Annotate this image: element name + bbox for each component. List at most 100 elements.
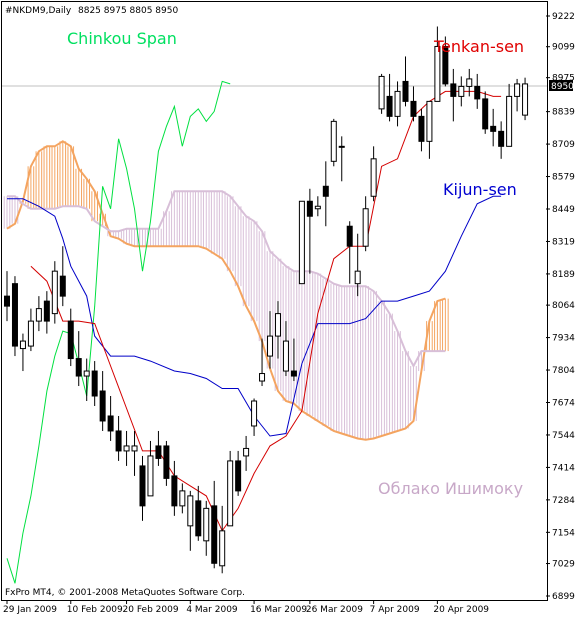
candle-body (386, 95, 393, 117)
x-tick-label: 20 Feb 2009 (123, 605, 179, 615)
candle-body (131, 445, 138, 452)
chinkou-span-label: Chinkou Span (67, 29, 177, 48)
y-tick-label: 8449 (552, 205, 575, 215)
candle-body (163, 445, 170, 479)
candle-body (43, 300, 50, 322)
x-tick-label: 16 Mar 2009 (250, 605, 307, 615)
candle-body (107, 415, 114, 432)
candle-body (99, 390, 106, 422)
candle-body (171, 475, 178, 507)
candle-body (51, 270, 58, 315)
last-price-tag (549, 80, 573, 91)
candle-body (219, 530, 226, 567)
candle-body (402, 80, 409, 102)
senkou-span-b-line (7, 190, 446, 369)
time-axis: 29 Jan 2009 10 Feb 2009 20 Feb 2009 4 Mar 2… (3, 600, 489, 615)
candle-body (514, 83, 521, 97)
candle-body (490, 125, 497, 132)
candle-body (458, 85, 465, 97)
y-tick-label: 7934 (552, 334, 575, 344)
y-tick-label: 8319 (552, 237, 575, 247)
candle-body (147, 455, 154, 497)
plot-frame (1, 1, 548, 601)
candle-body (370, 158, 377, 197)
candle-body (251, 400, 258, 427)
candle-body (67, 320, 74, 360)
x-tick-label: 10 Feb 2009 (67, 605, 123, 615)
y-tick-label: 6899 (552, 592, 575, 602)
candle-body (91, 370, 98, 397)
senkou-span-a-line (6, 140, 446, 441)
candle-body (290, 370, 297, 377)
candle-body (506, 95, 513, 147)
x-tick-label: 29 Jan 2009 (3, 605, 57, 615)
candle-body (75, 358, 82, 377)
candle-body (362, 208, 369, 247)
candle-body (298, 200, 305, 285)
y-tick-label: 8579 (552, 173, 575, 183)
y-tick-label: 7674 (552, 399, 575, 409)
candle-body (179, 490, 186, 507)
candle-body (11, 283, 18, 347)
candle-body (83, 370, 90, 377)
y-tick-label: 8975 (552, 74, 575, 84)
candle-body (426, 100, 433, 142)
y-tick-label: 7804 (552, 366, 575, 376)
candle-body (482, 98, 489, 130)
candle-body (418, 115, 425, 142)
candle-body (322, 185, 329, 197)
candle-body (498, 130, 505, 147)
candle-body (115, 430, 122, 452)
y-tick-label: 8839 (552, 108, 575, 118)
y-tick-label: 8709 (552, 140, 575, 150)
candle-body (123, 445, 130, 452)
candle-body (306, 200, 313, 217)
x-tick-label: 7 Apr 2009 (370, 605, 420, 615)
x-tick-label: 26 Mar 2009 (306, 605, 363, 615)
candle-body (59, 275, 66, 297)
x-tick-label: 20 Apr 2009 (433, 605, 489, 615)
candle-body (522, 83, 529, 116)
candle-body (466, 78, 473, 87)
candle-body (195, 500, 202, 537)
candle-body (259, 373, 266, 382)
candle-body (354, 270, 361, 285)
candle-body (410, 100, 417, 117)
candle-body (27, 320, 34, 347)
candle-body (19, 340, 26, 350)
ichimoku-cloud-label: Облако Ишимоку (378, 479, 523, 498)
candle-body (187, 495, 194, 527)
y-tick-label: 9222 (552, 12, 575, 22)
y-tick-label: 7029 (552, 560, 575, 570)
candle-body (346, 225, 353, 247)
candle-body (442, 45, 449, 85)
y-tick-label: 7284 (552, 496, 575, 506)
candle-body (211, 505, 218, 564)
symbol-label: #NKDM9,Daily (5, 6, 72, 16)
candle-body (434, 45, 441, 102)
ohlc-readout: 8825 8975 8805 8950 (78, 6, 178, 16)
candle-body (314, 205, 321, 210)
candle-body (155, 445, 162, 459)
y-tick-label: 7544 (552, 431, 575, 441)
y-tick-label: 9099 (552, 43, 575, 53)
candle-body (235, 460, 242, 492)
y-tick-label: 8064 (552, 301, 575, 311)
y-tick-label: 7414 (552, 463, 575, 473)
candle-body (4, 295, 10, 307)
candle-body (338, 145, 345, 148)
candle-body (243, 447, 250, 457)
y-tick-label: 8189 (552, 270, 575, 280)
candle-body (282, 340, 289, 372)
candle-body (227, 460, 234, 527)
candle-body (330, 120, 337, 162)
candle-body (450, 83, 457, 97)
candle-body (378, 75, 385, 110)
candle-body (474, 85, 481, 100)
candle-body (203, 507, 210, 542)
candle-body (274, 313, 281, 337)
copyright-text: FxPro MT4, © 2001-2008 MetaQuotes Softwa… (5, 588, 245, 598)
tenkan-sen-label: Tenkan-sen (433, 37, 524, 56)
candle-body (394, 90, 401, 117)
